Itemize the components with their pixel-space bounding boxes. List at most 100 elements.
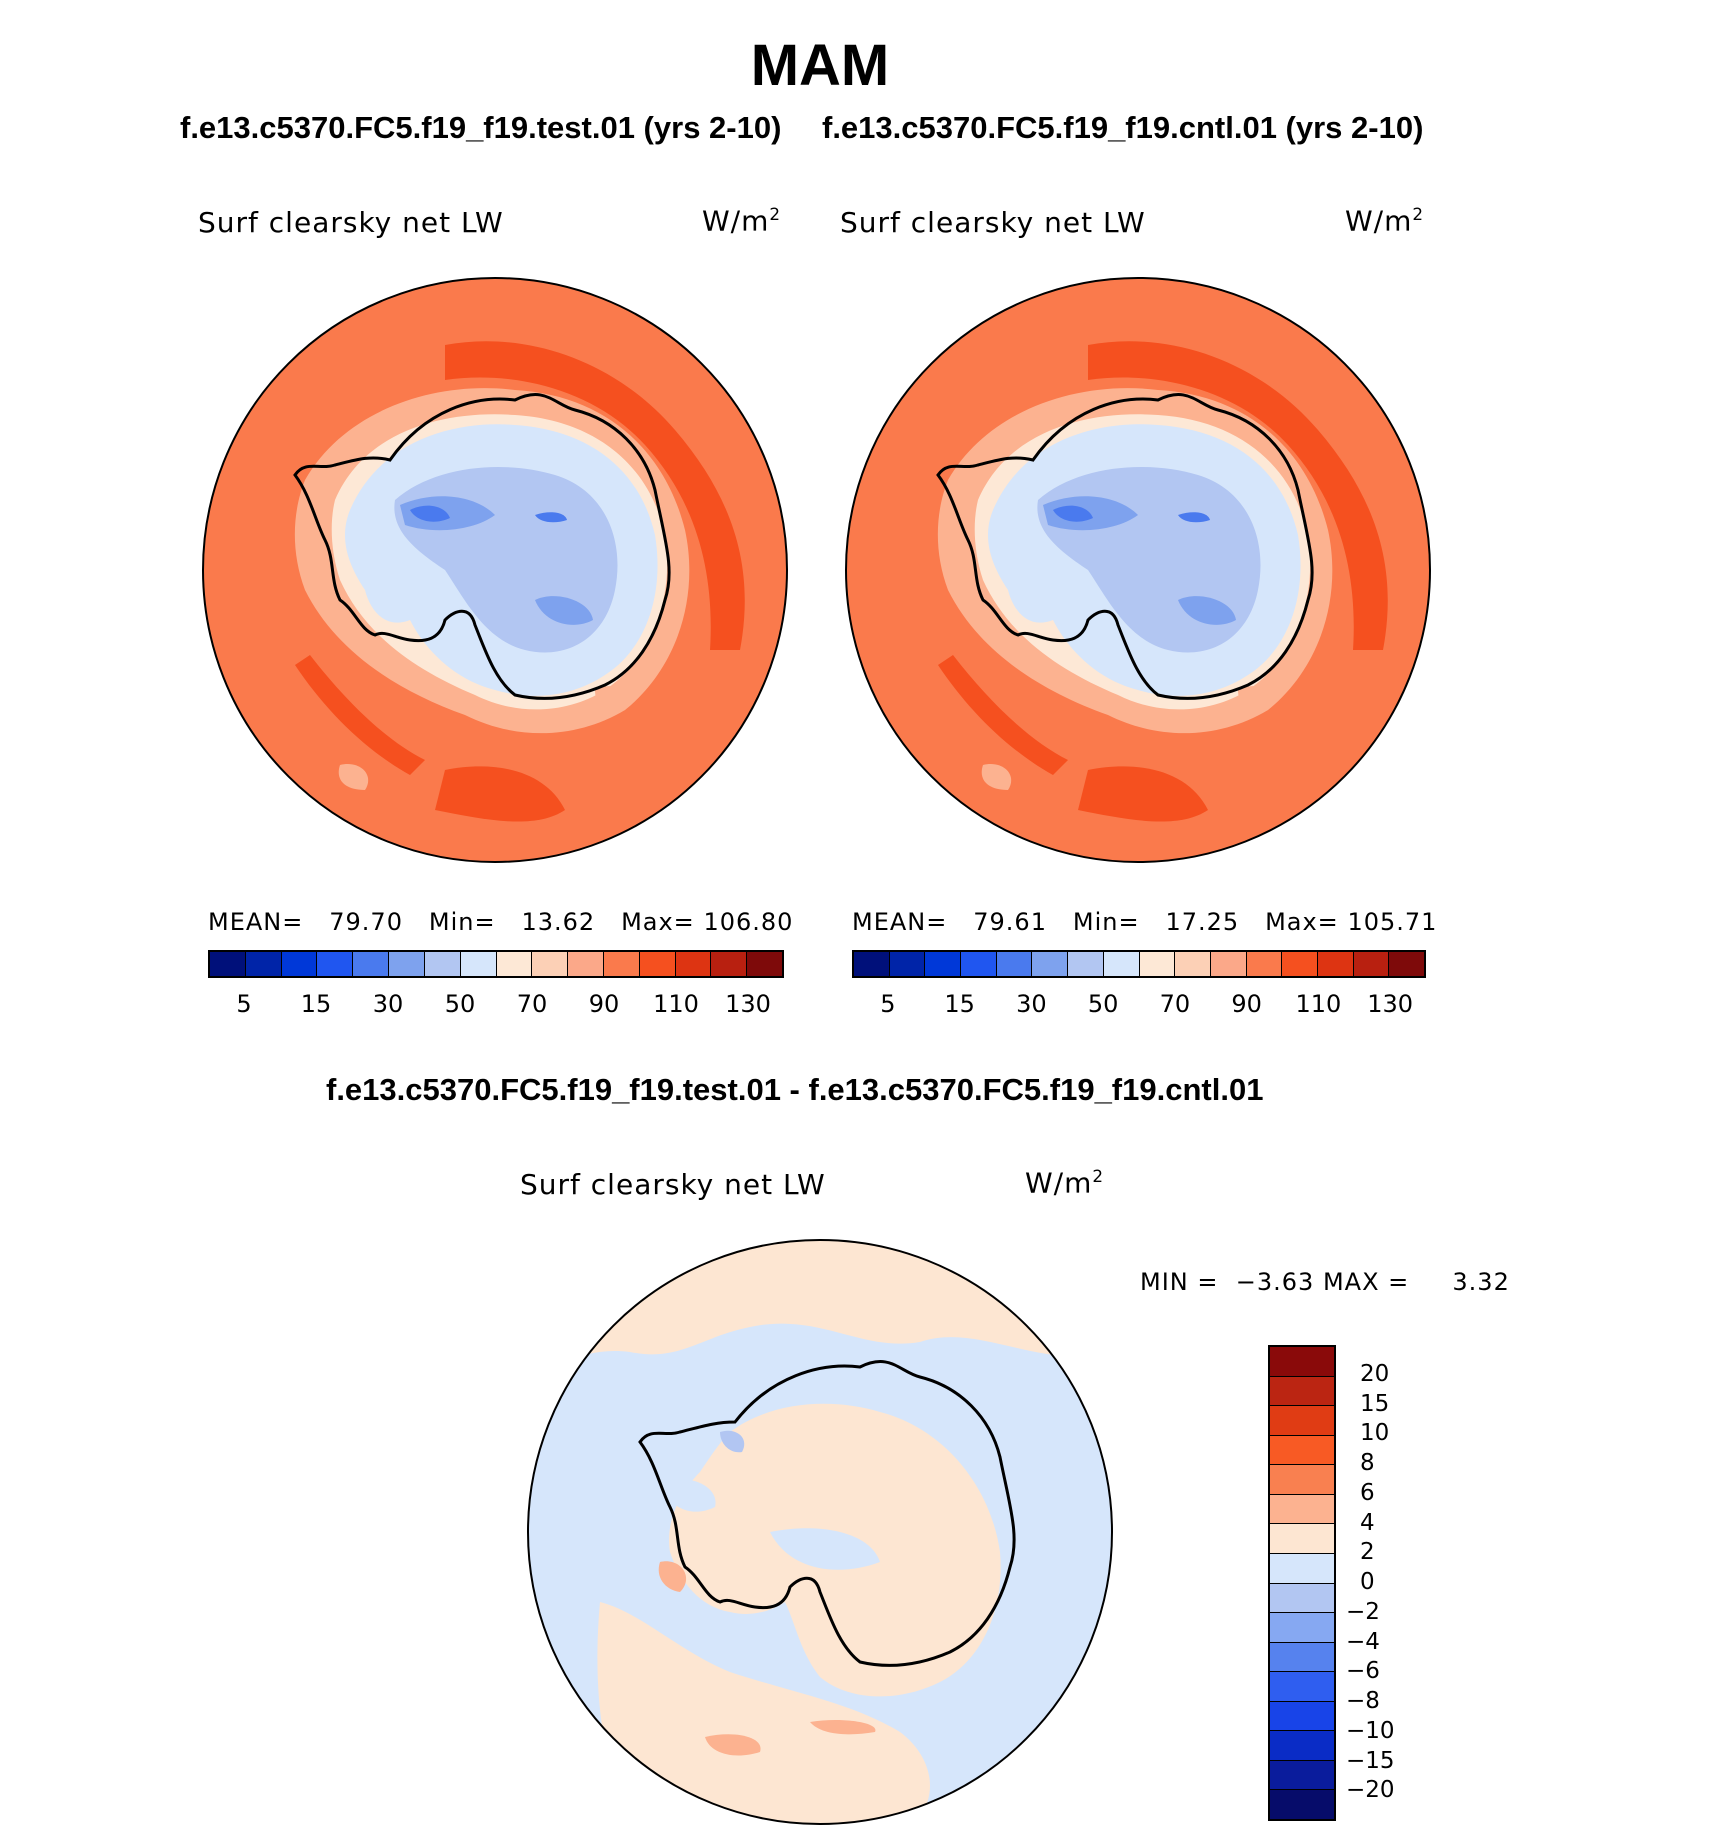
pale-patch-sw	[981, 764, 1012, 790]
colorbar-swatch	[1270, 1347, 1334, 1376]
panel-test-variable: Surf clearsky net LW	[198, 206, 504, 239]
colorbar-swatch	[1102, 952, 1139, 976]
colorbar-swatch	[1270, 1523, 1334, 1553]
colorbar-tick-label: −8	[1346, 1688, 1380, 1714]
panel-control-stats: MEAN= 79.61 Min= 17.25 Max= 105.71	[852, 908, 1438, 936]
colorbar-test	[208, 950, 784, 978]
colorbar-tick-label: 110	[1295, 990, 1342, 1018]
panel-diff-stats: MIN = −3.63 MAX = 3.32	[1140, 1268, 1510, 1296]
diff-pos-patch-1	[658, 1561, 687, 1592]
colorbar-swatch	[1270, 1612, 1334, 1642]
ice-deep	[400, 496, 495, 531]
panel-test-stats: MEAN= 79.70 Min= 13.62 Max= 106.80	[208, 908, 794, 936]
ice-deep	[1043, 496, 1138, 531]
strong-band-sw	[295, 655, 425, 775]
ice-deep-2	[1178, 596, 1236, 625]
colorbar-swatch	[674, 952, 711, 976]
strong-band-sw	[938, 655, 1068, 775]
colorbar-swatch	[1281, 952, 1317, 976]
ice-core-2	[1178, 512, 1210, 523]
colorbar-swatch	[1270, 1789, 1334, 1819]
colorbar-tick-label: 2	[1360, 1539, 1375, 1566]
figure-title: MAM	[750, 33, 890, 98]
colorbar-swatch	[924, 952, 961, 976]
pale-patch-se	[1238, 686, 1271, 712]
colorbar-tick-label: 15	[944, 990, 975, 1018]
colorbar-tick-label: 15	[1360, 1390, 1390, 1417]
colorbar-swatch	[1270, 1582, 1334, 1613]
colorbar-swatch	[960, 952, 996, 976]
colorbar-tick-label: 70	[1159, 990, 1191, 1018]
colorbar-swatch	[746, 952, 782, 976]
subtitle-control: f.e13.c5370.FC5.f19_f19.cntl.01 (yrs 2-1…	[822, 110, 1424, 145]
panel-control-variable: Surf clearsky net LW	[840, 206, 1146, 239]
diff-neg-patch-3	[720, 1430, 745, 1453]
colorbar-swatch	[854, 952, 889, 976]
panel-control-unit: W/m2	[1345, 204, 1425, 238]
colorbar-swatch	[567, 952, 603, 976]
colorbar-swatch	[1270, 1493, 1334, 1524]
colorbar-swatch	[888, 952, 925, 976]
diff-neg-patch-2	[770, 1528, 880, 1570]
colorbar-tick-label: −2	[1346, 1598, 1380, 1625]
colorbar-tick-label: 130	[725, 990, 771, 1018]
subtitle-difference: f.e13.c5370.FC5.f19_f19.test.01 - f.e13.…	[326, 1072, 1264, 1107]
colorbar-swatch	[1270, 1641, 1334, 1672]
strong-band-ne	[445, 341, 745, 650]
colorbar-swatch	[1270, 1552, 1334, 1583]
colorbar-swatch	[1388, 952, 1424, 976]
strong-band-ne	[1088, 341, 1388, 650]
coastline	[293, 393, 671, 700]
colorbar-swatch	[352, 952, 389, 976]
map-test	[202, 277, 788, 863]
colorbar-swatch	[280, 952, 317, 976]
colorbar-tick-label: 130	[1367, 990, 1414, 1018]
subtitle-test: f.e13.c5370.FC5.f19_f19.test.01 (yrs 2-1…	[180, 110, 782, 145]
colorbar-test-labels: 5 15 30 50 70 90 110 130	[208, 990, 784, 1022]
colorbar-swatch	[638, 952, 675, 976]
colorbar-tick-label: 10	[1360, 1420, 1390, 1447]
ice-deep-2	[535, 596, 593, 625]
ice-core	[1053, 505, 1093, 522]
colorbar-swatch	[423, 952, 460, 976]
colorbar-swatch	[1270, 1434, 1334, 1465]
diff-pos-south	[597, 1602, 930, 1824]
colorbar-tick-label: −4	[1346, 1628, 1380, 1655]
colorbar-tick-label: −20	[1346, 1777, 1395, 1804]
colorbar-swatch	[210, 952, 245, 976]
diff-pos-patch-2	[705, 1734, 761, 1756]
colorbar-swatch	[244, 952, 281, 976]
colorbar-difference	[1268, 1345, 1336, 1821]
map-control	[845, 277, 1431, 863]
colorbar-tick-label: 4	[1360, 1509, 1375, 1536]
colorbar-swatch	[1270, 1405, 1334, 1435]
colorbar-tick-label: 90	[1231, 990, 1262, 1018]
colorbar-tick-label: −10	[1346, 1717, 1395, 1744]
colorbar-difference-labels: 20 15 10 8 6 4 2 0 −2 −4 −6 −8 −10 −15 −20	[1346, 1345, 1446, 1821]
colorbar-swatch	[459, 952, 496, 976]
colorbar-tick-label: 50	[444, 990, 476, 1018]
colorbar-tick-label: 110	[653, 990, 699, 1018]
strong-band-s	[435, 766, 565, 822]
colorbar-swatch	[1031, 952, 1068, 976]
ice-core	[410, 505, 450, 522]
ice-core-2	[535, 512, 567, 523]
colorbar-tick-label: 0	[1360, 1569, 1375, 1595]
colorbar-swatch	[1270, 1671, 1334, 1701]
colorbar-tick-label: 30	[1016, 990, 1047, 1018]
panel-diff-unit: W/m2	[1025, 1166, 1105, 1200]
colorbar-control	[852, 950, 1426, 978]
colorbar-tick-label: 6	[1360, 1479, 1375, 1506]
colorbar-swatch	[1138, 952, 1175, 976]
colorbar-tick-label: 20	[1360, 1360, 1390, 1387]
colorbar-swatch	[1270, 1730, 1334, 1760]
colorbar-tick-label: 15	[300, 990, 332, 1018]
colorbar-swatch	[1352, 952, 1389, 976]
colorbar-swatch	[995, 952, 1032, 976]
colorbar-tick-label: 90	[588, 990, 620, 1018]
colorbar-swatch	[316, 952, 353, 976]
colorbar-swatch	[1067, 952, 1103, 976]
colorbar-tick-label: −15	[1346, 1747, 1395, 1774]
colorbar-swatch	[531, 952, 568, 976]
colorbar-tick-label: 8	[1360, 1450, 1375, 1476]
